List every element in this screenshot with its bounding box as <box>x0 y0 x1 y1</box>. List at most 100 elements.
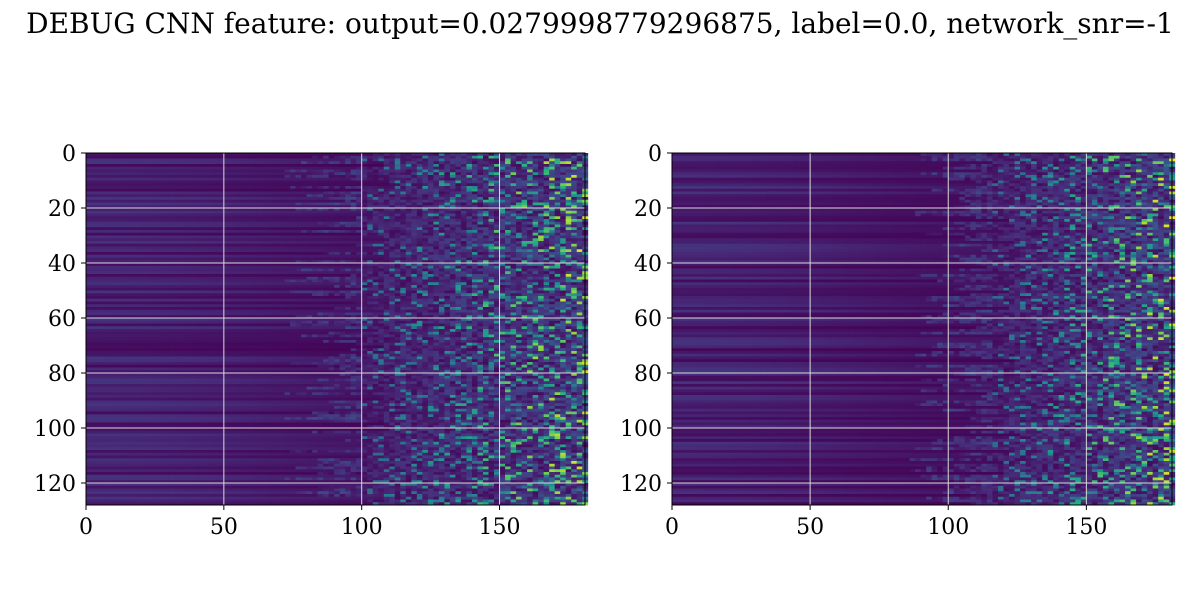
heatmap-cell <box>460 175 467 179</box>
heatmap-cell <box>256 298 263 302</box>
heatmap-cell <box>383 164 390 168</box>
heatmap-cell <box>306 232 313 236</box>
heatmap-cell <box>444 298 451 302</box>
heatmap-cell <box>157 219 164 223</box>
heatmap-cell <box>278 169 285 173</box>
heatmap-cell <box>488 230 495 234</box>
heatmap-cell <box>527 199 534 203</box>
heatmap-cell <box>444 180 451 184</box>
heatmap-cell <box>549 296 556 300</box>
heatmap-cell <box>157 290 164 294</box>
heatmap-cell <box>466 216 473 220</box>
heatmap-cell <box>190 175 197 179</box>
heatmap-cell <box>91 197 98 201</box>
heatmap-cell <box>119 224 125 228</box>
heatmap-cell <box>477 282 484 286</box>
heatmap-cell <box>190 249 197 253</box>
heatmap-cell <box>499 227 506 231</box>
heatmap-cell <box>262 216 269 220</box>
heatmap-cell <box>499 249 506 253</box>
heatmap-cell <box>565 287 572 291</box>
heatmap-cell <box>460 298 467 302</box>
heatmap-cell <box>152 155 159 159</box>
heatmap-cell <box>290 175 296 179</box>
heatmap-cell <box>516 177 522 181</box>
heatmap-cell <box>108 271 114 275</box>
heatmap-cell <box>185 279 192 283</box>
heatmap-cell <box>295 296 302 300</box>
heatmap-cell <box>383 279 390 283</box>
heatmap-cell <box>323 290 330 294</box>
heatmap-cell <box>505 293 511 297</box>
heatmap-cell <box>339 153 346 157</box>
heatmap-cell <box>234 166 241 170</box>
heatmap-cell <box>433 246 440 250</box>
heatmap-cell <box>267 301 274 305</box>
heatmap-cell <box>433 224 440 228</box>
heatmap-cell <box>196 235 203 239</box>
heatmap-cell <box>185 213 192 217</box>
heatmap-cell <box>361 194 368 198</box>
heatmap-cell <box>328 166 335 170</box>
heatmap-cell <box>416 221 423 225</box>
heatmap-cell <box>416 296 423 300</box>
heatmap-cell <box>549 241 556 245</box>
heatmap-cell <box>378 257 385 261</box>
heatmap-cell <box>521 213 528 217</box>
heatmap-cell <box>411 183 418 187</box>
heatmap-cell <box>157 296 164 300</box>
heatmap-cell <box>516 202 522 206</box>
heatmap-cell <box>405 238 412 242</box>
heatmap-cell <box>477 166 484 170</box>
heatmap-cell <box>339 166 346 170</box>
heatmap-cell <box>295 221 302 225</box>
heatmap-cell <box>284 161 291 165</box>
heatmap-cell <box>130 177 137 181</box>
heatmap-cell <box>223 224 230 228</box>
heatmap-cell <box>361 296 368 300</box>
heatmap-cell <box>323 230 330 234</box>
heatmap-cell <box>229 296 236 300</box>
heatmap-cell <box>157 282 164 286</box>
heatmap-cell <box>576 166 583 170</box>
heatmap-cell <box>427 279 434 283</box>
heatmap-cell <box>565 260 572 264</box>
heatmap-cell <box>527 219 534 223</box>
heatmap-cell <box>367 188 374 192</box>
heatmap-cell <box>400 238 407 242</box>
heatmap-cell <box>312 202 318 206</box>
heatmap-cell <box>130 241 137 245</box>
heatmap-cell <box>427 166 434 170</box>
heatmap-cell <box>339 249 346 253</box>
heatmap-cell <box>449 301 456 305</box>
heatmap-cell <box>449 243 456 247</box>
heatmap-cell <box>394 161 401 165</box>
heatmap-cell <box>108 177 114 181</box>
heatmap-cell <box>427 227 434 231</box>
heatmap-cell <box>499 166 506 170</box>
heatmap-cell <box>267 252 274 256</box>
heatmap-cell <box>284 257 291 261</box>
heatmap-cell <box>554 205 561 209</box>
heatmap-cell <box>317 238 324 242</box>
heatmap-cell <box>251 180 258 184</box>
heatmap-cell <box>262 268 269 272</box>
heatmap-cell <box>527 276 534 280</box>
heatmap-cell <box>245 252 252 256</box>
heatmap-cell <box>141 260 148 264</box>
heatmap-cell <box>394 180 401 184</box>
heatmap-cell <box>102 287 109 291</box>
heatmap-cell <box>394 285 401 289</box>
heatmap-cell <box>438 265 445 269</box>
heatmap-cell <box>284 219 291 223</box>
heatmap-cell <box>554 208 561 212</box>
heatmap-cell <box>130 287 137 291</box>
heatmap-cell <box>427 164 434 168</box>
heatmap-cell <box>538 274 545 278</box>
heatmap-cell <box>444 161 451 165</box>
heatmap-cell <box>449 199 456 203</box>
heatmap-cell <box>505 287 511 291</box>
heatmap-cell <box>416 216 423 220</box>
heatmap-cell <box>218 164 225 168</box>
heatmap-cell <box>163 153 170 157</box>
